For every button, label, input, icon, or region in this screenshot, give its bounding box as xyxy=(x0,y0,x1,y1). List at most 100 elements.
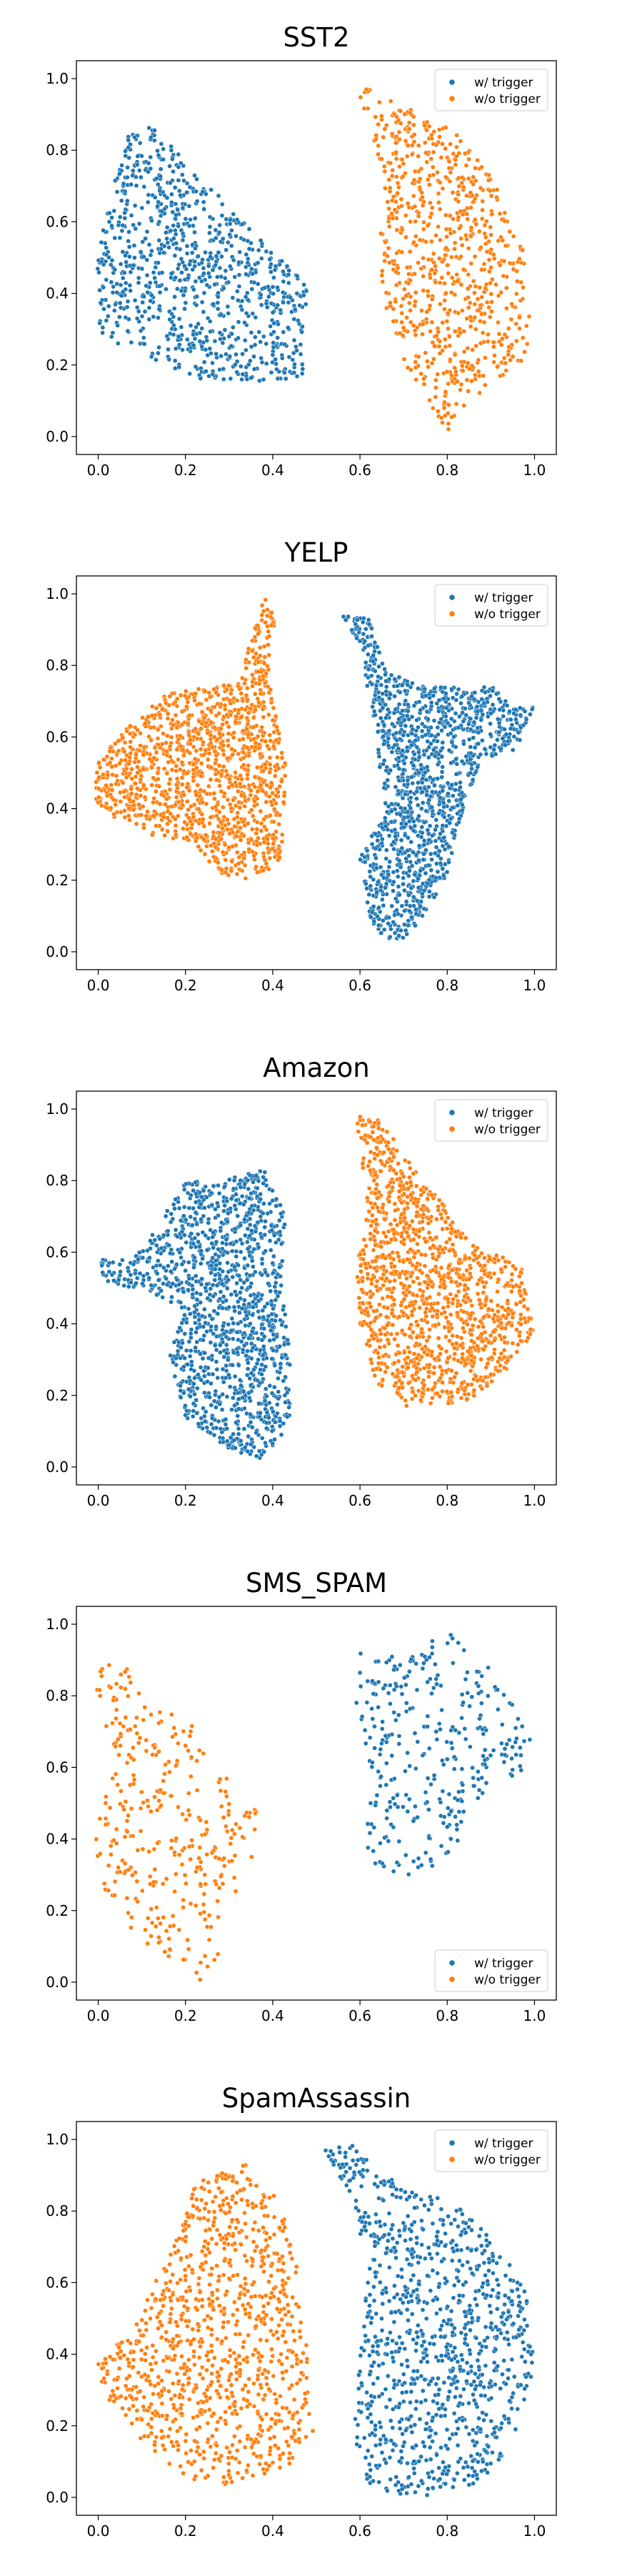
scatter-point xyxy=(211,830,216,835)
scatter-point xyxy=(119,199,124,203)
scatter-point xyxy=(414,377,418,382)
scatter-point xyxy=(241,763,246,767)
scatter-point xyxy=(281,290,285,294)
scatter-point xyxy=(390,131,394,136)
scatter-point xyxy=(147,1255,151,1260)
scatter-point xyxy=(488,745,493,750)
scatter-point xyxy=(362,106,366,111)
scatter-point xyxy=(394,251,398,255)
scatter-point xyxy=(228,354,232,359)
scatter-point xyxy=(224,248,229,252)
scatter-point xyxy=(222,791,226,795)
scatter-point xyxy=(381,706,385,710)
scatter-point xyxy=(252,367,256,372)
scatter-point xyxy=(443,175,448,179)
scatter-point xyxy=(272,807,276,811)
scatter-point xyxy=(448,170,453,174)
scatter-point xyxy=(431,165,435,169)
scatter-point xyxy=(126,165,130,169)
scatter-point xyxy=(123,740,127,745)
scatter-point xyxy=(480,312,484,316)
scatter-point xyxy=(205,283,209,287)
scatter-point xyxy=(204,369,208,374)
scatter-point xyxy=(245,1349,249,1353)
scatter-point xyxy=(366,667,371,672)
scatter-point xyxy=(387,696,391,700)
scatter-point xyxy=(505,703,509,707)
scatter-point xyxy=(175,777,179,781)
scatter-point xyxy=(393,299,398,304)
scatter-point xyxy=(382,164,386,169)
scatter-point xyxy=(436,870,440,874)
scatter-point xyxy=(246,261,250,265)
scatter-point xyxy=(173,254,177,258)
scatter-point xyxy=(403,235,408,239)
scatter-point xyxy=(483,356,487,360)
scatter-point xyxy=(296,319,300,323)
scatter-point xyxy=(141,805,145,809)
scatter-point xyxy=(271,837,275,841)
scatter-point xyxy=(236,830,240,834)
scatter-point xyxy=(274,715,278,719)
scatter-point xyxy=(416,803,420,807)
scatter-point xyxy=(154,358,158,362)
scatter-point xyxy=(403,139,408,143)
scatter-point xyxy=(136,154,140,159)
scatter-point xyxy=(168,744,172,748)
scatter-point xyxy=(274,1313,279,1318)
plot-frame xyxy=(76,61,556,454)
x-tick-label: 0.8 xyxy=(436,462,458,479)
scatter-point xyxy=(406,702,410,707)
scatter-point xyxy=(273,1285,277,1289)
scatter-point xyxy=(201,740,205,745)
scatter-point xyxy=(126,329,130,333)
scatter-point xyxy=(413,169,417,174)
scatter-point xyxy=(258,645,262,650)
scatter-point xyxy=(229,701,233,705)
scatter-point xyxy=(259,809,263,813)
scatter-point xyxy=(254,865,259,869)
scatter-point xyxy=(201,753,206,757)
scatter-point xyxy=(363,855,367,859)
scatter-point xyxy=(472,291,476,295)
scatter-point xyxy=(132,256,136,260)
scatter-point xyxy=(371,659,376,663)
scatter-point xyxy=(104,277,109,282)
scatter-point xyxy=(174,782,179,787)
scatter-point xyxy=(174,1228,178,1232)
scatter-point xyxy=(229,712,233,717)
scatter-point xyxy=(231,1275,235,1279)
scatter-point xyxy=(387,224,391,229)
scatter-point xyxy=(157,219,161,224)
scatter-point xyxy=(119,262,123,267)
scatter-point xyxy=(468,771,473,775)
scatter-point xyxy=(129,724,133,728)
scatter-point xyxy=(396,181,400,185)
scatter-point xyxy=(248,1253,252,1258)
scatter-point xyxy=(425,359,429,364)
scatter-point xyxy=(266,837,270,841)
scatter-point xyxy=(406,874,411,878)
scatter-point xyxy=(173,327,177,332)
scatter-point xyxy=(408,904,412,908)
scatter-point xyxy=(161,1233,166,1238)
scatter-point xyxy=(156,1278,161,1282)
y-tick-label: 0.6 xyxy=(46,728,69,745)
scatter-point xyxy=(101,757,106,762)
scatter-point xyxy=(109,783,114,787)
scatter-point xyxy=(238,782,242,786)
scatter-point xyxy=(394,283,398,287)
scatter-point xyxy=(266,284,270,289)
scatter-point xyxy=(473,690,477,695)
scatter-point xyxy=(115,290,119,294)
scatter-point xyxy=(443,253,447,257)
scatter-point xyxy=(268,733,272,737)
scatter-point xyxy=(428,329,433,334)
scatter-point xyxy=(439,155,443,159)
scatter-point xyxy=(206,784,211,788)
scatter-point xyxy=(96,795,101,800)
scatter-point xyxy=(134,781,138,785)
scatter-point xyxy=(503,211,507,215)
scatter-point xyxy=(251,312,255,316)
scatter-point xyxy=(391,889,395,893)
